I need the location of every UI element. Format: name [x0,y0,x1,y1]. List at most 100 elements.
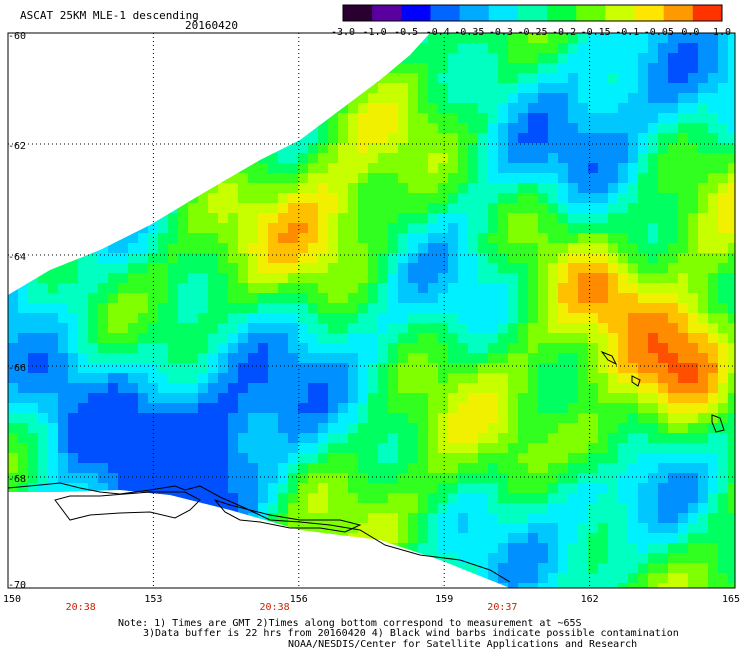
data-cell [398,353,409,364]
data-cell [698,83,709,94]
data-cell [668,83,679,94]
data-cell [128,303,139,314]
data-cell [148,403,159,414]
data-cell [718,523,729,534]
data-cell [38,343,49,354]
data-cell [568,333,579,344]
data-cell [458,343,469,354]
data-cell [588,183,599,194]
data-cell [568,423,579,434]
data-cell [438,383,449,394]
data-cell [268,303,279,314]
data-cell [558,423,569,434]
data-cell [688,173,699,184]
data-cell [218,243,229,254]
data-cell [378,513,389,524]
data-cell [488,103,499,114]
data-cell [508,513,519,524]
data-cell [588,353,599,364]
data-cell [528,133,539,144]
data-cell [18,313,29,324]
data-cell [478,393,489,404]
data-cell [298,163,309,174]
data-cell [188,373,199,384]
data-cell [248,293,259,304]
data-cell [698,513,709,524]
data-cell [688,493,699,504]
data-cell [508,163,519,174]
data-cell [138,293,149,304]
data-cell [28,323,39,334]
data-cell [508,113,519,124]
data-cell [338,113,349,124]
data-cell [408,73,419,84]
data-cell [708,313,719,324]
data-cell [448,63,459,74]
data-cell [468,373,479,384]
data-cell [238,433,249,444]
data-cell [608,423,619,434]
data-cell [718,573,729,584]
data-cell [418,273,429,284]
data-cell [438,193,449,204]
data-cell [598,103,609,114]
data-cell [218,213,229,224]
data-cell [608,43,619,54]
data-cell [308,293,319,304]
data-cell [558,113,569,124]
data-cell [398,193,409,204]
data-cell [208,203,219,214]
data-cell [228,353,239,364]
data-cell [78,253,89,264]
data-cell [688,103,699,114]
data-cell [368,313,379,324]
data-cell [668,513,679,524]
data-cell [608,223,619,234]
data-cell [648,123,659,134]
data-cell [248,243,259,254]
data-cell [558,413,569,424]
data-cell [528,303,539,314]
data-cell [608,573,619,584]
data-cell [598,193,609,204]
data-cell [618,273,629,284]
data-cell [538,453,549,464]
data-cell [688,83,699,94]
data-cell [38,283,49,294]
data-cell [538,543,549,554]
data-cell [378,93,389,104]
colorbar-label: -0.25 [517,27,548,38]
data-cell [398,173,409,184]
data-cell [648,103,659,114]
data-cell [678,313,689,324]
data-cell [358,413,369,424]
data-cell [198,343,209,354]
data-cell [238,303,249,314]
data-cell [628,203,639,214]
data-cell [608,123,619,134]
data-cell [568,153,579,164]
data-cell [568,103,579,114]
data-cell [238,223,249,234]
data-cell [628,33,639,44]
data-cell [338,463,349,474]
data-cell [128,393,139,404]
data-cell [68,343,79,354]
data-cell [498,93,509,104]
data-cell [488,373,499,384]
data-cell [528,533,539,544]
data-cell [548,453,559,464]
data-cell [418,493,429,504]
data-cell [378,163,389,174]
data-cell [708,353,719,364]
data-cell [498,133,509,144]
data-cell [518,513,529,524]
data-cell [598,343,609,354]
data-cell [178,243,189,254]
data-cell [278,393,289,404]
data-cell [318,343,329,354]
colorbar-swatch [401,5,431,21]
data-cell [128,263,139,274]
data-cell [728,583,735,588]
data-cell [308,363,319,374]
